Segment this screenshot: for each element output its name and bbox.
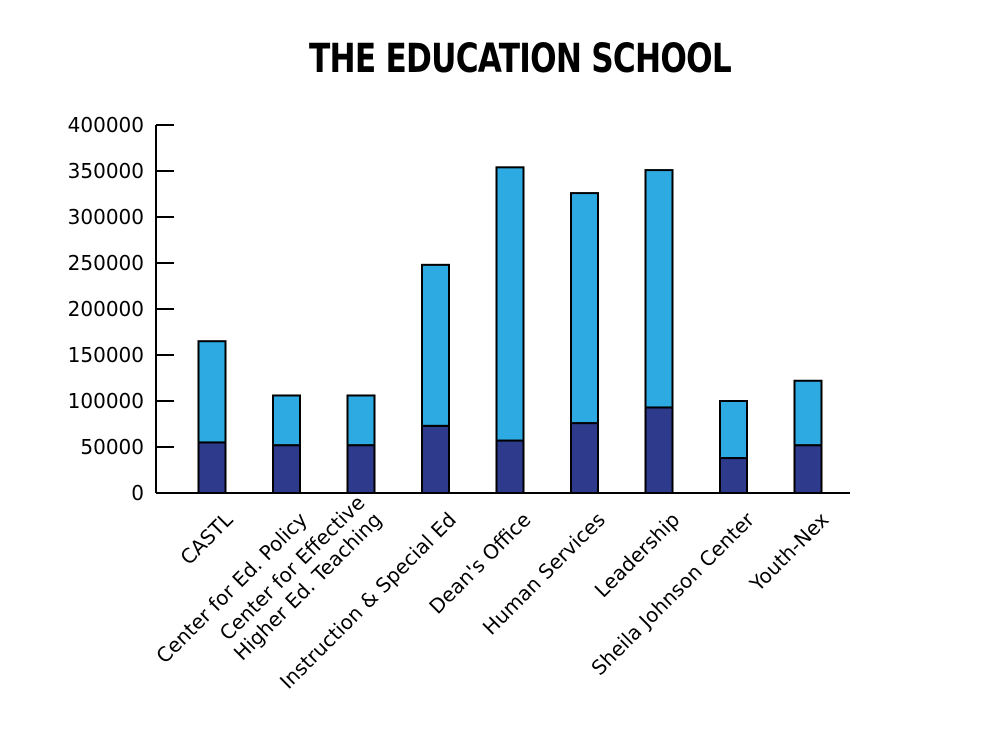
y-tick-label: 0 — [131, 481, 144, 505]
bar-segment-base — [793, 444, 823, 495]
bar-segment-upper — [346, 394, 376, 447]
y-tick-label: 200000 — [68, 297, 144, 321]
bar-segment-base — [346, 444, 376, 495]
y-tick-label: 250000 — [68, 251, 144, 275]
chart-title: THE EDUCATION SCHOOL — [309, 36, 732, 82]
x-tick-label-line: Youth-Nex — [744, 507, 833, 596]
bar-segment-base — [197, 441, 227, 494]
y-tick-label: 50000 — [80, 435, 144, 459]
y-tick-label: 150000 — [68, 343, 144, 367]
bar-segment-upper — [644, 169, 674, 409]
bar-segment-upper — [719, 400, 748, 460]
x-tick-label: CASTL — [175, 507, 238, 570]
bar-segment-base — [421, 424, 450, 494]
bar-segment-base — [272, 444, 301, 495]
y-tick-label: 350000 — [68, 159, 144, 183]
x-tick-label-line: CASTL — [175, 507, 238, 570]
x-tick-label-line: Higher Ed. Teaching — [229, 507, 387, 665]
bar-segment-base — [570, 422, 599, 494]
bar-segment-upper — [495, 166, 525, 442]
bar-segment-upper — [793, 379, 823, 447]
y-tick-label: 400000 — [68, 113, 144, 137]
bar-segment-upper — [570, 192, 599, 425]
y-tick-label: 300000 — [68, 205, 144, 229]
bar-segment-upper — [272, 394, 301, 447]
bar-segment-upper — [197, 340, 227, 444]
bar-segment-base — [644, 406, 674, 494]
bar-segment-upper — [421, 263, 450, 427]
x-tick-label: Youth-Nex — [744, 507, 833, 596]
bar-segment-base — [719, 457, 748, 495]
y-tick-label: 100000 — [68, 389, 144, 413]
bar-segment-base — [495, 439, 525, 494]
